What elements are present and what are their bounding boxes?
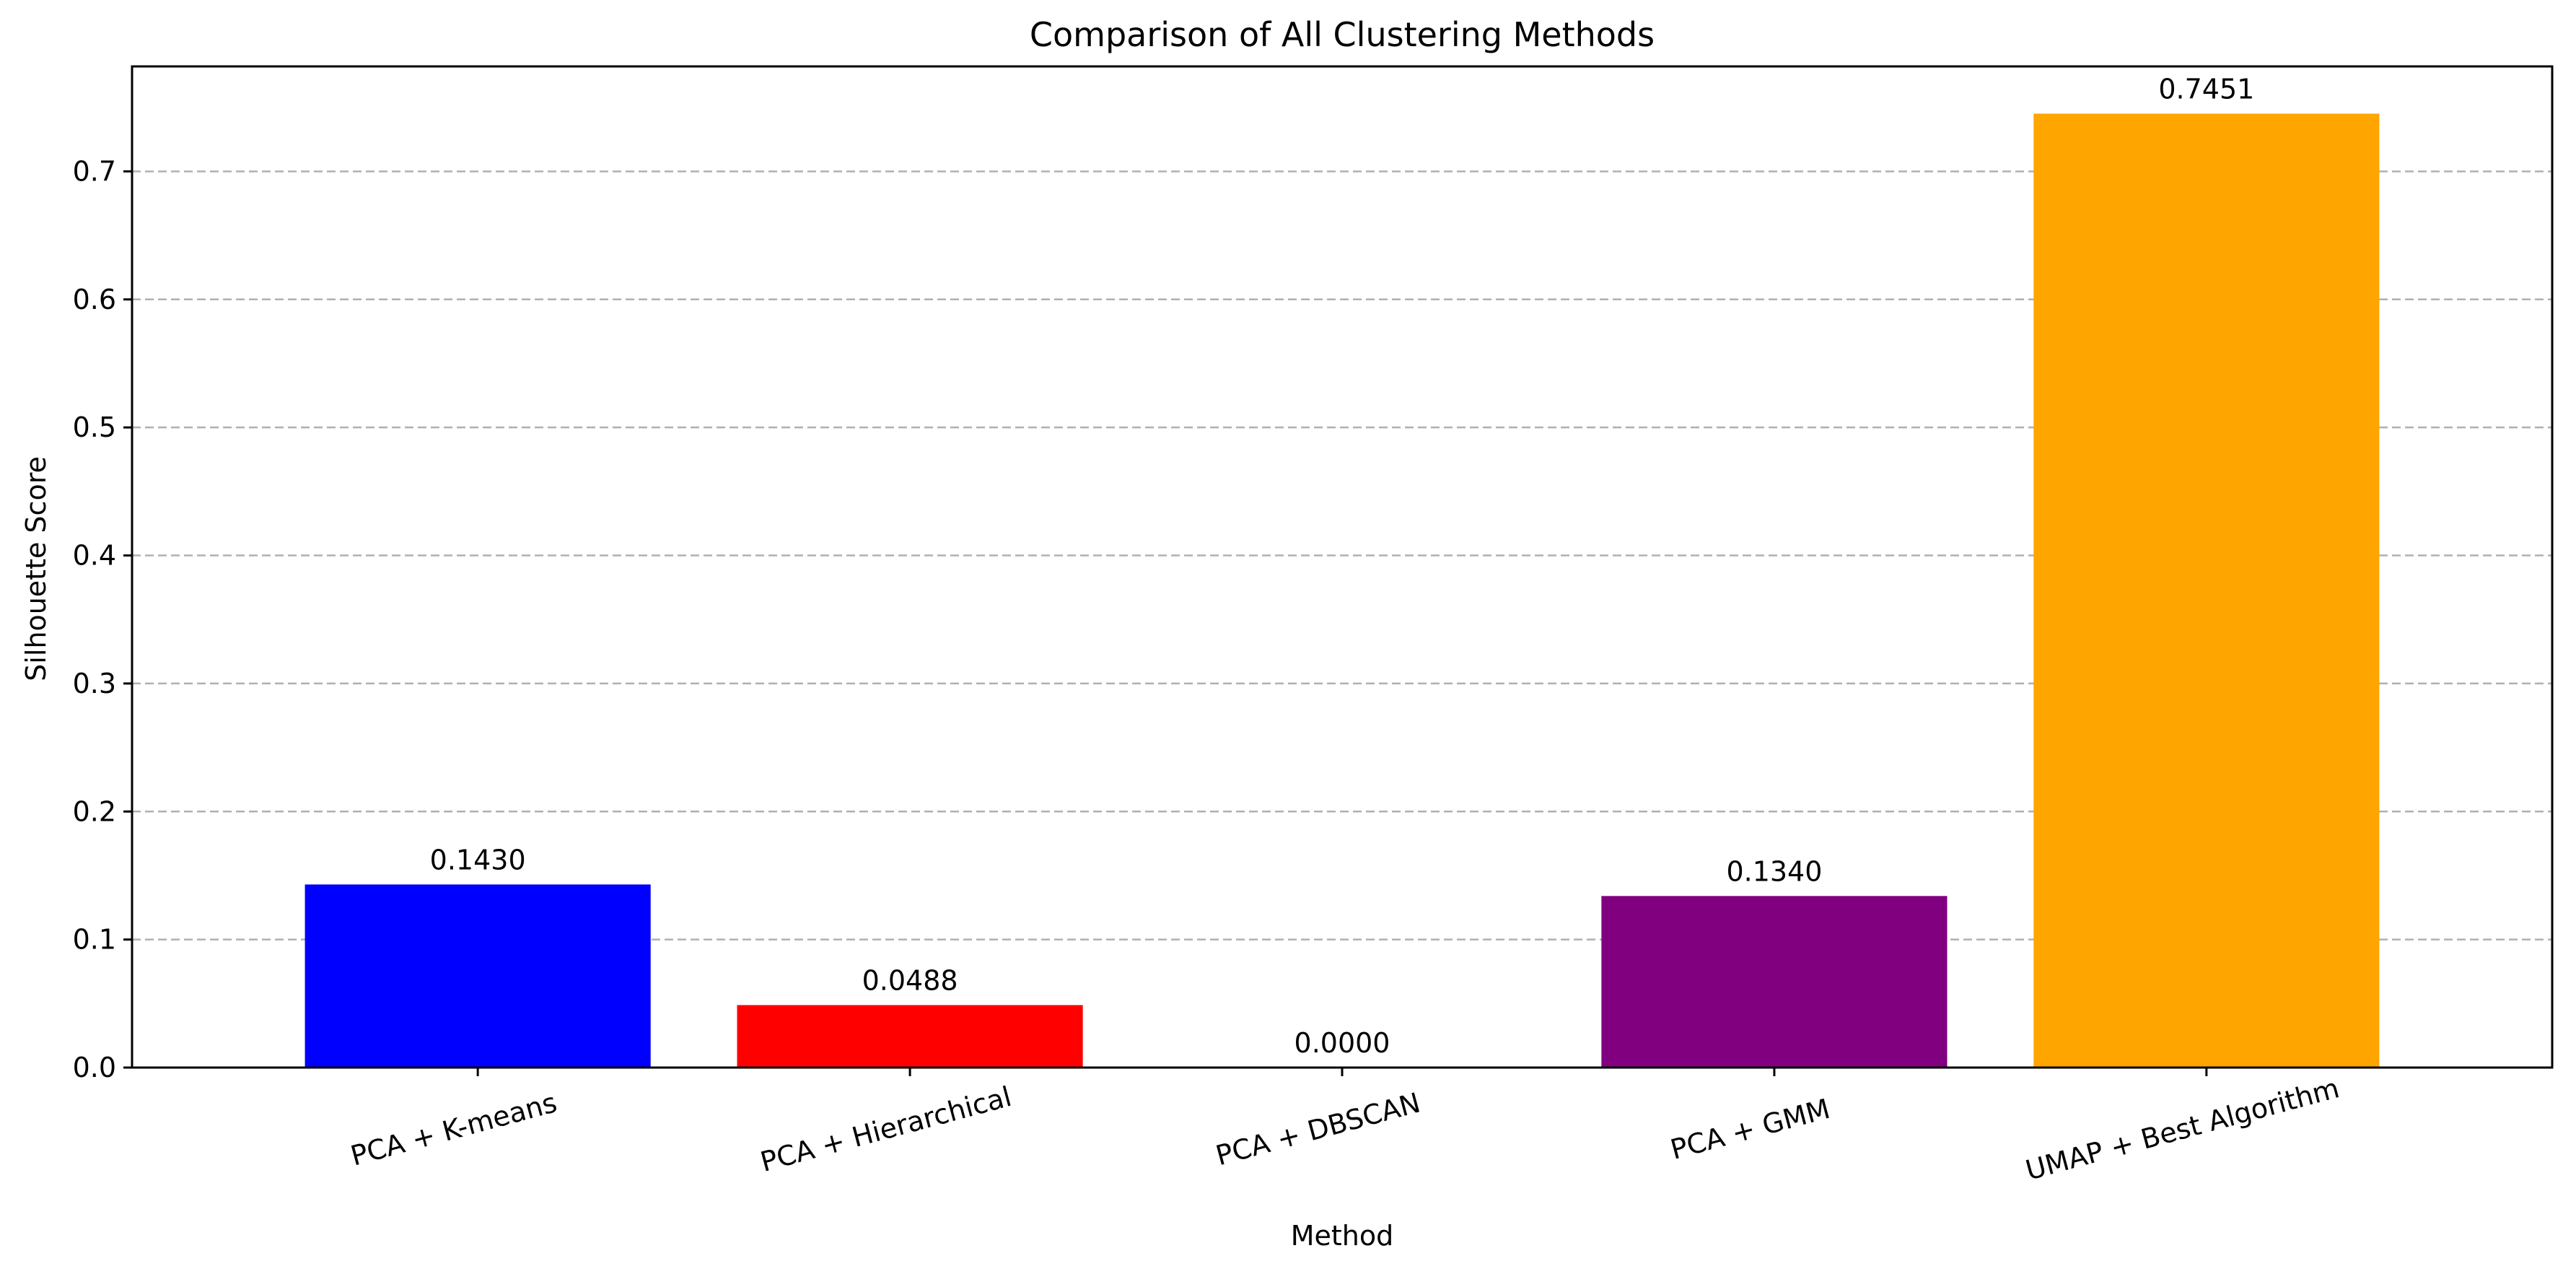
y-tick-label: 0.6 [73, 284, 116, 315]
bar [1601, 896, 1948, 1068]
y-tick-label: 0.7 [73, 155, 116, 187]
y-axis-ticks: 0.0 0.1 0.2 0.3 0.4 0.5 0.6 0.7 [73, 155, 132, 1083]
plot-frame [131, 65, 2554, 1069]
y-tick-label: 0.5 [73, 411, 116, 443]
bar-value-label: 0.7451 [2158, 73, 2254, 105]
x-axis-label: Method [1291, 1220, 1394, 1252]
chart-title: Comparison of All Clustering Methods [1030, 15, 1655, 54]
y-tick-label: 0.1 [73, 924, 116, 956]
bar-value-label: 0.1430 [430, 844, 526, 876]
bars [305, 113, 2380, 1068]
bar-value-label: 0.0488 [862, 964, 958, 996]
y-tick-label: 0.2 [73, 795, 116, 827]
bar-value-label: 0.1340 [1726, 855, 1822, 887]
y-tick-label: 0.0 [73, 1052, 116, 1083]
y-tick-label: 0.4 [73, 540, 116, 572]
y-tick-label: 0.3 [73, 668, 116, 699]
bar [2033, 113, 2380, 1068]
bar-value-label: 0.0000 [1294, 1027, 1390, 1059]
bar [737, 1005, 1083, 1068]
value-labels: 0.1430 0.0488 0.0000 0.1340 0.7451 [430, 73, 2255, 1059]
bar [305, 884, 651, 1068]
y-axis-label: Silhouette Score [20, 456, 52, 681]
